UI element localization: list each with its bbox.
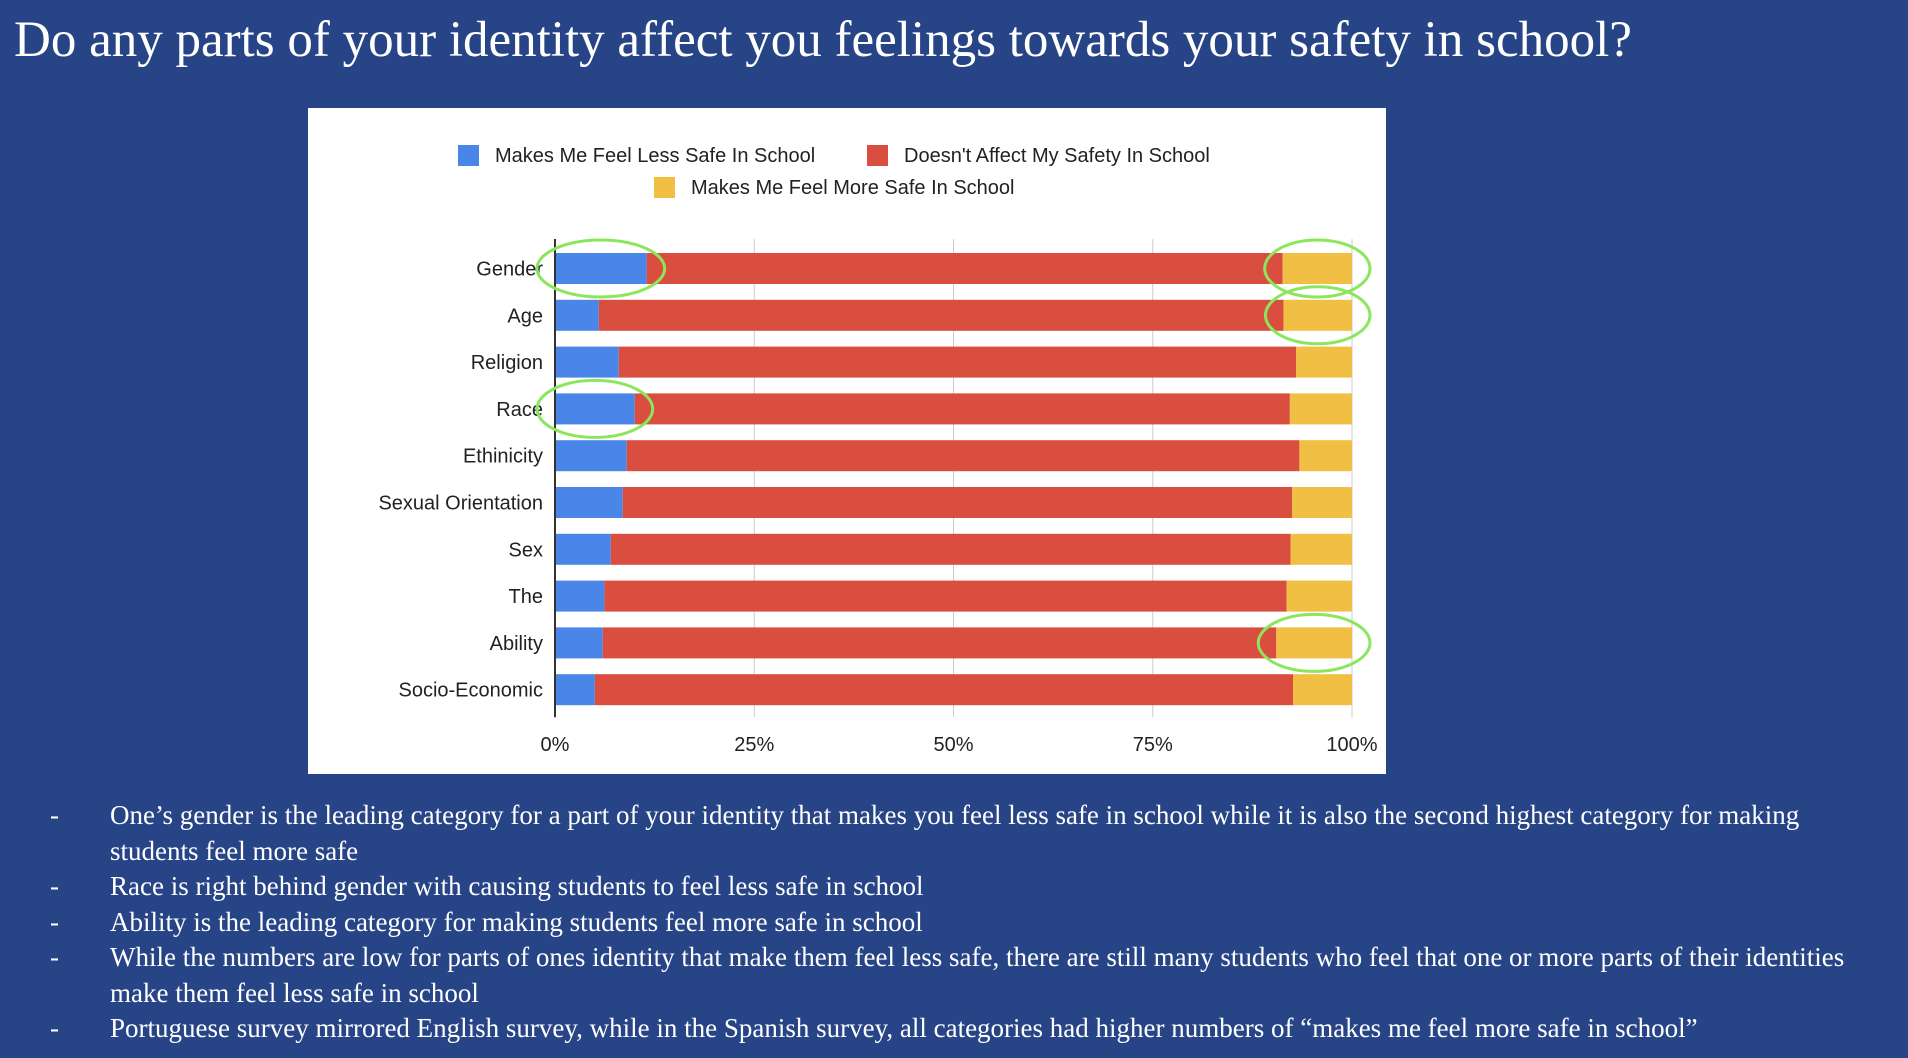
bar-segment: [646, 253, 1283, 284]
bar-segment: [1293, 674, 1352, 706]
stacked-bar-chart: Makes Me Feel Less Safe In School Doesn't…: [378, 145, 1378, 756]
bar-segment: [626, 440, 1300, 472]
legend-label: Makes Me Feel Less Safe In School: [495, 145, 815, 167]
bar-segment: [594, 674, 1294, 706]
takeaway-text: While the numbers are low for parts of o…: [110, 942, 1845, 1008]
bar-segment: [555, 299, 599, 331]
bullet-dash: -: [50, 871, 59, 901]
highlight-ellipse: [1263, 285, 1372, 346]
takeaway-item: - One’s gender is the leading category fo…: [50, 798, 1890, 869]
y-category-label: Sex: [509, 539, 543, 561]
y-category-label: Religion: [471, 352, 543, 374]
takeaway-item: - Ability is the leading category for mak…: [50, 905, 1890, 941]
takeaway-text: One’s gender is the leading category for…: [110, 800, 1800, 866]
y-category-label: Socio-Economic: [398, 680, 543, 702]
bar-segment: [618, 346, 1297, 378]
highlight-ellipse: [535, 378, 655, 439]
y-category-label: Age: [507, 305, 543, 327]
bar-segment: [1296, 346, 1352, 378]
bar-segment: [598, 299, 1284, 331]
slide-title: Do any parts of your identity affect you…: [14, 12, 1632, 68]
bar-segment: [555, 346, 619, 378]
legend-swatch: [654, 177, 675, 198]
bar-segment: [1276, 627, 1352, 659]
takeaway-text: Race is right behind gender with causing…: [110, 871, 924, 901]
bullet-dash: -: [50, 906, 59, 937]
bar-segment: [555, 253, 647, 284]
bullet-dash: -: [50, 1013, 59, 1043]
highlight-ellipse: [1256, 612, 1372, 673]
bar-segment: [1292, 487, 1352, 518]
takeaway-text: Ability is the leading category for maki…: [110, 906, 923, 937]
legend-label: Makes Me Feel More Safe In School: [691, 177, 1014, 199]
bar-segment: [622, 487, 1293, 518]
takeaway-text: Portuguese survey mirrored English surve…: [110, 1013, 1698, 1043]
y-category-label: Sexual Orientation: [378, 493, 543, 515]
y-category-label: The: [509, 586, 543, 608]
bar-segment: [602, 627, 1277, 659]
y-category-label: Race: [496, 399, 543, 421]
bullet-dash: -: [50, 942, 59, 972]
chart-card: Makes Me Feel Less Safe In School Doesn't…: [308, 108, 1386, 774]
bar-segment: [634, 393, 1290, 425]
y-category-label: Ethinicity: [463, 446, 543, 468]
highlight-ellipse: [1263, 238, 1372, 299]
bar-segment: [1290, 533, 1352, 565]
bar-segment: [1299, 440, 1352, 472]
x-tick-label: 50%: [933, 734, 973, 756]
bar-segment: [555, 533, 611, 565]
legend-swatch: [867, 145, 888, 166]
bar-segment: [555, 440, 627, 472]
bar-segment: [1289, 393, 1352, 425]
takeaway-item: - Portuguese survey mirrored English surv…: [50, 1011, 1890, 1047]
y-category-label: Gender: [476, 259, 543, 281]
legend-swatch: [458, 145, 479, 166]
bar-segment: [555, 580, 605, 612]
bar-segment: [555, 674, 595, 706]
legend-label: Doesn't Affect My Safety In School: [904, 145, 1210, 167]
x-tick-label: 25%: [734, 734, 774, 756]
bar-segment: [555, 627, 603, 659]
highlight-ellipse: [535, 238, 667, 299]
takeaway-item: - Race is right behind gender with causin…: [50, 869, 1890, 905]
takeaways-list: - One’s gender is the leading category fo…: [50, 798, 1890, 1047]
x-tick-label: 100%: [1326, 734, 1377, 756]
bar-segment: [610, 533, 1291, 565]
y-category-label: Ability: [490, 633, 543, 655]
bar-segment: [604, 580, 1287, 612]
bar-segment: [555, 393, 635, 425]
bar-segment: [1286, 580, 1352, 612]
bar-segment: [1283, 299, 1352, 331]
x-tick-label: 0%: [541, 734, 570, 756]
bar-segment: [1282, 253, 1352, 284]
takeaway-item: - While the numbers are low for parts of …: [50, 940, 1890, 1011]
x-tick-label: 75%: [1133, 734, 1173, 756]
bar-segment: [555, 487, 623, 518]
bullet-dash: -: [50, 800, 59, 830]
